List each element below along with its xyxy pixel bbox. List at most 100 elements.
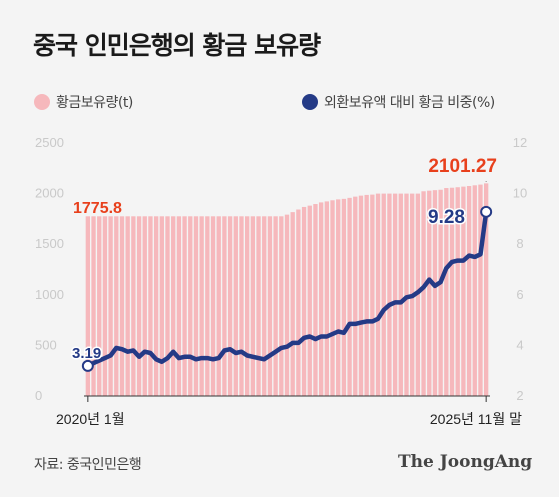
gold-bar: [210, 216, 216, 396]
left-axis-tick-label: 2500: [35, 135, 64, 150]
gold-bar: [347, 197, 352, 396]
gold-bar: [381, 193, 386, 396]
gold-bar: [449, 187, 455, 396]
gold-bar: [245, 216, 250, 396]
left-axis-tick-label: 1500: [35, 236, 64, 251]
gold-bar: [267, 216, 273, 396]
gold-bar: [262, 216, 267, 396]
chart: 0 500 1000 1500 2000 2500 2 4 6 8 10 12 2020년 1월 2025…: [35, 135, 527, 427]
gold-bar: [387, 193, 392, 396]
gold-bar: [239, 216, 244, 396]
gold-bar: [438, 189, 443, 396]
right-axis-tick-label: 4: [516, 337, 523, 352]
x-axis-label-end: 2025년 11월 말: [430, 411, 522, 427]
gold-bar: [455, 187, 460, 396]
gold-bar: [279, 216, 284, 396]
gold-bar: [216, 216, 221, 396]
gold-bar: [318, 202, 324, 396]
ratio-end-point: [480, 205, 493, 218]
gold-bar: [142, 216, 147, 396]
gold-bar: [136, 216, 142, 396]
legend-ratio-label: 외환보유액 대비 황금 비중(%): [324, 95, 495, 111]
gold-bar: [341, 198, 347, 396]
source-note: 자료: 중국인민은행: [34, 457, 142, 473]
gold-bar: [273, 216, 278, 396]
gold-bar: [421, 191, 426, 396]
gold-bar: [330, 200, 335, 396]
gold-bar: [102, 216, 108, 396]
gold-end-label: 2101.27: [428, 156, 497, 177]
left-axis-tick-label: 500: [35, 337, 57, 352]
gold-start-label: 1775.8: [73, 200, 122, 217]
right-axis-tick-label: 8: [516, 236, 523, 251]
gold-bar: [461, 186, 466, 396]
gold-bar: [324, 201, 329, 396]
gold-bar: [119, 216, 125, 396]
gold-bar: [222, 216, 227, 396]
gold-bar: [336, 199, 341, 396]
gold-bar: [188, 216, 193, 396]
gold-bar: [125, 216, 130, 396]
gold-bar: [313, 204, 318, 396]
gold-bar: [193, 216, 199, 396]
x-axis-label-start: 2020년 1월: [56, 411, 125, 427]
gold-bar: [358, 195, 364, 396]
gold-bar: [176, 216, 182, 396]
gold-bar: [307, 205, 312, 396]
legend-ratio-swatch-icon: [302, 94, 318, 110]
left-axis-tick-label: 2000: [35, 186, 64, 201]
chart-title: 중국 인민은행의 황금 보유량: [33, 31, 321, 60]
ratio-end-label: 9.28: [428, 207, 465, 228]
legend-gold-swatch-icon: [34, 94, 50, 110]
gold-bar: [233, 216, 238, 396]
gold-bar: [364, 194, 369, 396]
gold-bar: [483, 183, 489, 396]
ratio-start-label: 3.19: [72, 345, 101, 362]
gold-bar: [199, 216, 204, 396]
gold-bar: [131, 216, 136, 396]
legend-gold-label: 황금보유량(t): [56, 95, 133, 111]
gold-bar: [472, 185, 477, 396]
gold-bar: [148, 216, 153, 396]
gold-bar: [205, 216, 210, 396]
gold-bar: [97, 216, 102, 396]
gold-bar: [91, 216, 96, 396]
gold-bar: [114, 216, 119, 396]
right-axis-tick-label: 2: [516, 388, 523, 403]
legend-ratio: 외환보유액 대비 황금 비중(%): [302, 92, 495, 112]
gold-bar: [392, 193, 398, 396]
gold-bar: [227, 216, 233, 396]
gold-bar: [404, 193, 409, 396]
gold-bar: [398, 193, 403, 396]
ratio-start-point: [81, 359, 94, 372]
brand-logo: The JoongAng: [398, 452, 533, 472]
gold-bar: [284, 214, 290, 396]
gold-bar: [171, 216, 176, 396]
gold-bar: [250, 216, 256, 396]
right-axis-tick-label: 6: [516, 287, 523, 302]
gold-bar: [108, 216, 113, 396]
legend-gold: 황금보유량(t): [34, 92, 133, 112]
gold-bar: [296, 209, 301, 396]
gold-bar: [290, 212, 295, 396]
gold-bar: [370, 194, 375, 396]
gold-bar: [478, 184, 483, 396]
gold-bar: [159, 216, 164, 396]
right-axis-tick-label: 10: [513, 186, 527, 201]
left-axis-tick-label: 1000: [35, 287, 64, 302]
left-axis-tick-label: 0: [35, 388, 42, 403]
gold-bar: [85, 216, 91, 396]
gold-bar: [375, 193, 381, 396]
gold-bar: [466, 186, 472, 396]
gold-bar: [301, 206, 307, 396]
right-axis-tick-label: 12: [513, 135, 527, 150]
gold-bar: [182, 216, 187, 396]
gold-bar: [153, 216, 159, 396]
ratio-line: [85, 209, 489, 369]
gold-bar: [427, 190, 432, 396]
gold-bar: [256, 216, 261, 396]
gold-bar: [444, 188, 449, 396]
gold-bar: [165, 216, 170, 396]
gold-bar: [353, 196, 358, 396]
gold-bar: [432, 190, 438, 396]
